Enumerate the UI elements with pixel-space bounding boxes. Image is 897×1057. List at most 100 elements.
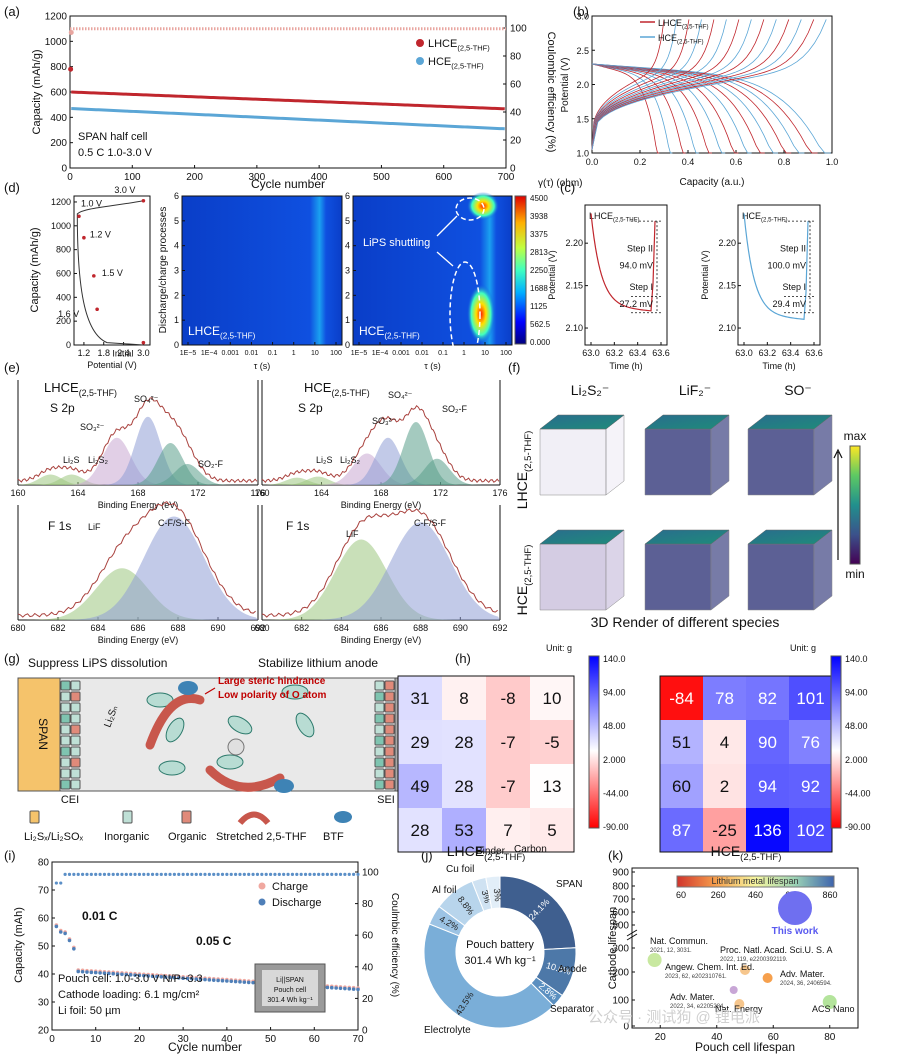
panel-a-ytick-label: 600: [50, 88, 67, 99]
panel-i-ce-point: [168, 872, 172, 876]
panel-i-ce-point: [308, 872, 312, 876]
panel-h-unit: Unit: g: [546, 643, 572, 653]
panel-a-legend-marker: [416, 39, 424, 47]
panel-i-ce-point: [177, 872, 181, 876]
panel-k-ylabel: Cathode lifespan: [607, 907, 619, 990]
panel-h-right-cell-value: 87: [672, 821, 691, 840]
panel-i-rate1: 0.01 C: [82, 909, 118, 923]
panel-i-discharge-point: [220, 978, 225, 983]
panel-k-xlabel: Pouch cell lifespan: [695, 1040, 795, 1054]
panel-i-discharge-point: [146, 974, 150, 978]
panel-d-xlabel: Potential (V): [87, 360, 137, 370]
panel-i-ytick-label: 60: [38, 914, 50, 925]
panel-i-ce-point: [312, 872, 316, 876]
panel-b-discharge-series: [591, 63, 818, 154]
panel-a-y2tick-label: 40: [510, 108, 522, 119]
panel-h-right-cell: [703, 808, 746, 852]
panel-e-s-left-peak-fill: [18, 474, 258, 485]
panel-d-heat-right-xtick-label: 1E−4: [372, 350, 389, 357]
panel-f-colorbar: [849, 445, 861, 565]
panel-i-ce-point: [194, 872, 198, 876]
panel-g-cei-label: CEI: [61, 794, 79, 806]
panel-i-discharge-point: [137, 973, 142, 978]
panel-a-ytick-label: 200: [50, 138, 67, 149]
panel-c-left-xtick-label: 63.0: [582, 348, 600, 358]
panel-i-ce-point: [356, 872, 360, 876]
panel-f-arrow: [833, 448, 843, 560]
panel-b-ylabel: Potential (V): [560, 57, 571, 112]
panel-i-ce-point: [146, 872, 150, 876]
panel-d-heat-right-xtick-label: 100: [500, 350, 512, 357]
watermark: 公众号 · 测试狗 @ 锂电派: [588, 1009, 760, 1026]
panel-h-colorbar-left-label: 94.00: [603, 688, 626, 698]
panel-a-note: 0.5 C 1.0-3.0 V: [78, 147, 153, 159]
panel-i-discharge-point: [198, 977, 203, 982]
panel-a-y2tick-label: 20: [510, 136, 522, 147]
panel-d-marker: [95, 307, 99, 312]
panel-i-y2tick-label: 100: [362, 868, 379, 879]
panel-g-legend-marker: [334, 811, 352, 823]
panel-g-sei-block: [374, 713, 385, 724]
panel-k-ytick-label: 900: [612, 868, 629, 879]
panel-d-colorbar: [514, 195, 527, 345]
panel-h-left-cell-value: 28: [455, 733, 474, 752]
panel-e-peak-label: SO₂-F: [442, 404, 467, 414]
panel-a-ytick-label: 0: [61, 164, 67, 175]
panel-h-colorbar-left-label: 48.00: [603, 721, 626, 731]
panel-i-ytick-label: 80: [38, 858, 50, 869]
panel-h-right-cell-value: 78: [715, 689, 734, 708]
panel-k-colorbar-label: 460: [748, 890, 763, 900]
panel-b-xtick-label: 0.8: [778, 157, 791, 167]
panel-h-right-cell-value: 136: [753, 821, 781, 840]
panel-c-left-v1: 27.2 mV: [619, 299, 653, 309]
panel-a-ytick-label: 1000: [45, 37, 68, 48]
panel-b-ytick-label: 2.0: [576, 80, 589, 90]
panel-b-xtick-label: 0.2: [634, 157, 647, 167]
panel-k-this-work: This work: [772, 926, 819, 937]
panel-d-marker: [82, 235, 86, 240]
panel-k-ref-name: Adv. Mater.: [780, 969, 825, 979]
panel-a-xlabel: Cycle number: [251, 177, 325, 191]
panel-d-heat-left-ytick-label: 2: [174, 290, 179, 300]
panel-c-right-xlabel: Time (h): [762, 361, 795, 371]
panel-b-legend-label: LHCE(2,5-THF): [658, 18, 709, 31]
panel-g-sei-block: [374, 702, 385, 713]
panel-g-legend-label: Stretched 2,5-THF: [216, 831, 307, 843]
panel-g-cei-block: [60, 724, 71, 735]
panel-d-heat-right-highlight: [455, 197, 485, 221]
panel-i-y2tick-label: 0: [362, 1026, 368, 1037]
panel-j-center: Pouch battery: [466, 939, 534, 951]
panel-i-ce-point: [338, 872, 343, 876]
panel-h-right-cell: [746, 676, 789, 720]
panel-i-ce-point: [303, 872, 308, 876]
panel-c-right-ytick-label: 2.15: [718, 281, 736, 291]
panel-g-top-right: Stabilize lithium anode: [258, 656, 378, 670]
panel-d-heat-left-ytick-label: 1: [174, 315, 179, 325]
panel-i-photo-label-bg: [262, 970, 318, 1006]
panel-i-discharge-point: [133, 973, 137, 977]
panel-i-discharge-point: [93, 970, 98, 975]
panel-h-colorbar-right-label: -44.00: [845, 788, 871, 798]
panel-h-left-cell: [530, 720, 574, 764]
panel-b-ytick-label: 1.0: [576, 149, 589, 159]
panel-d-point-label: Initial: [112, 349, 133, 359]
panel-a-first-point: [68, 29, 74, 35]
panel-j-slice: [423, 923, 555, 1029]
panel-b-charge-series: [591, 19, 827, 150]
panel-g-cei-block: [60, 702, 71, 713]
panel-k-ref-marker: [822, 995, 837, 1009]
panel-f-cube-front: [747, 428, 815, 496]
panel-a-xtick-label: 200: [186, 172, 203, 183]
panel-h-left-cell: [442, 720, 486, 764]
panel-d-heat-left-ytick-label: 5: [174, 216, 179, 226]
panel-j-slice-name: Electrolyte: [424, 1025, 471, 1036]
panel-d-colorbar-label: 3375: [530, 230, 548, 239]
panel-c-left-xlabel: Time (h): [609, 361, 642, 371]
panel-label: (k): [608, 848, 623, 863]
panel-i-xtick-label: 60: [309, 1034, 321, 1045]
panel-g-sei-block: [384, 746, 395, 757]
panel-e-f-left-xtick-label: 688: [170, 623, 185, 633]
panel-f-max: max: [844, 429, 867, 443]
panel-i-ce-point: [334, 872, 338, 876]
panel-d-heat-left-xtick-label: 0.01: [245, 350, 259, 357]
